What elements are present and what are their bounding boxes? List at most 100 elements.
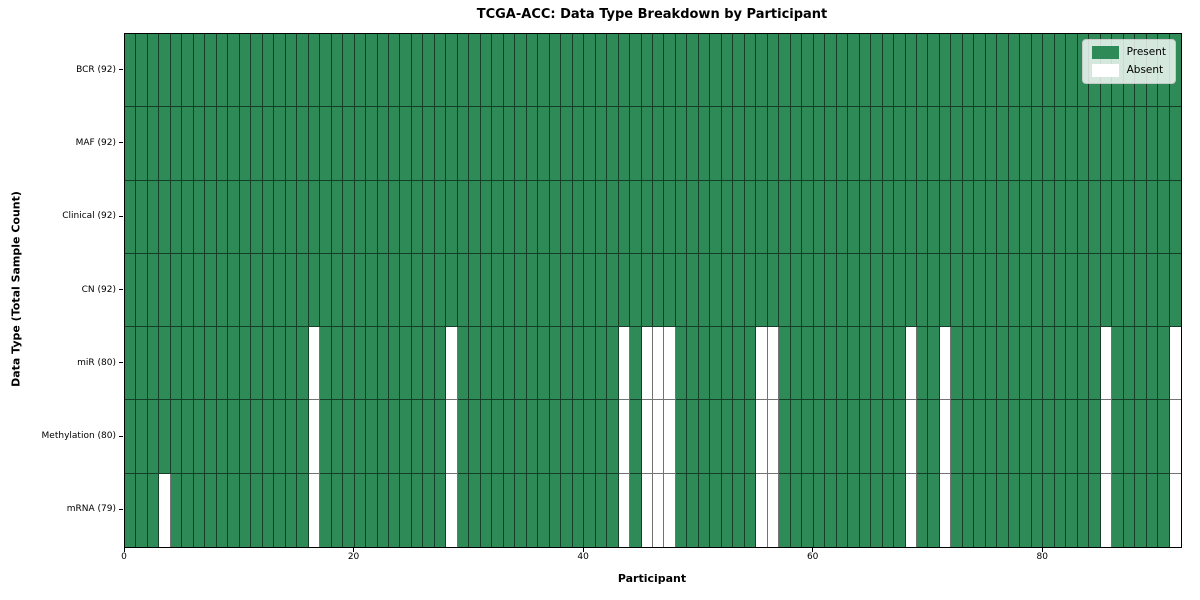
heatmap-cell	[607, 473, 619, 547]
heatmap-cell	[515, 180, 527, 254]
heatmap-cell	[882, 107, 895, 181]
heatmap-cell	[882, 400, 895, 474]
heatmap-cell	[871, 253, 883, 328]
heatmap-cell	[216, 253, 229, 328]
heatmap-cell	[572, 400, 585, 474]
heatmap-cell	[147, 327, 160, 401]
heatmap-cell	[733, 327, 745, 401]
heatmap-cell	[962, 180, 975, 254]
heatmap-cell	[653, 400, 665, 474]
heatmap-cell	[503, 473, 516, 547]
heatmap-cell	[170, 473, 183, 547]
heatmap-cell	[125, 34, 137, 108]
heatmap-cell	[630, 400, 642, 474]
heatmap-cell	[343, 107, 355, 181]
heatmap-cell	[928, 473, 940, 547]
heatmap-cell	[549, 34, 562, 108]
legend: Present Absent	[1081, 39, 1176, 84]
heatmap-cell	[721, 107, 734, 181]
heatmap-cell	[182, 327, 194, 401]
heatmap-cell	[549, 180, 562, 254]
heatmap-cell	[1169, 327, 1181, 401]
heatmap-cell	[526, 34, 539, 108]
heatmap-cell	[917, 327, 929, 401]
heatmap-cell	[618, 180, 631, 254]
heatmap-cell	[320, 180, 332, 254]
heatmap-cell	[1123, 107, 1136, 181]
heatmap-cell	[1054, 327, 1067, 401]
heatmap-cell	[446, 473, 458, 547]
heatmap-cell	[687, 327, 699, 401]
heatmap-cell	[985, 400, 998, 474]
heatmap-cell	[366, 180, 378, 254]
heatmap-cell	[147, 473, 160, 547]
heatmap-cell	[1169, 107, 1181, 181]
y-tick-mark	[119, 215, 123, 217]
heatmap-cell	[331, 400, 344, 474]
heatmap-cell	[561, 473, 573, 547]
heatmap-cell	[905, 473, 917, 547]
heatmap-cell	[205, 34, 217, 108]
heatmap-cell	[653, 180, 665, 254]
heatmap-cell	[503, 327, 516, 401]
heatmap-cell	[1169, 180, 1181, 254]
heatmap-cell	[1146, 473, 1159, 547]
heatmap-cell	[767, 473, 780, 547]
heatmap-cell	[882, 34, 895, 108]
heatmap-cell	[595, 107, 608, 181]
heatmap-cell	[170, 180, 183, 254]
heatmap-cell	[997, 327, 1009, 401]
y-tick-mark	[119, 142, 123, 144]
heatmap-cell	[411, 180, 424, 254]
heatmap-cell	[1020, 180, 1032, 254]
heatmap-cell	[389, 34, 401, 108]
heatmap-cell	[262, 400, 275, 474]
heatmap-cell	[262, 34, 275, 108]
heatmap-cell	[538, 34, 550, 108]
heatmap-cell	[515, 400, 527, 474]
heatmap-cell	[698, 400, 711, 474]
heatmap-cell	[492, 327, 504, 401]
heatmap-cell	[320, 34, 332, 108]
heatmap-cell	[618, 400, 631, 474]
heatmap-cell	[216, 473, 229, 547]
heatmap-cell	[469, 180, 481, 254]
heatmap-cell	[894, 473, 906, 547]
heatmap-cell	[538, 327, 550, 401]
heatmap-cell	[1146, 180, 1159, 254]
heatmap-cell	[147, 253, 160, 328]
heatmap-cell	[767, 253, 780, 328]
heatmap-cell	[790, 327, 803, 401]
heatmap-cell	[1158, 473, 1170, 547]
heatmap-cell	[251, 107, 263, 181]
heatmap-cell	[389, 253, 401, 328]
heatmap-cell	[354, 327, 367, 401]
heatmap-cell	[939, 327, 952, 401]
heatmap-cell	[136, 400, 148, 474]
heatmap-cell	[331, 473, 344, 547]
heatmap-cell	[125, 107, 137, 181]
heatmap-cell	[848, 107, 860, 181]
heatmap-cell	[411, 400, 424, 474]
heatmap-cell	[125, 400, 137, 474]
heatmap-cell	[744, 253, 757, 328]
heatmap-cell	[136, 107, 148, 181]
heatmap-cell	[377, 107, 389, 181]
heatmap-cell	[997, 107, 1009, 181]
heatmap-cell	[1089, 253, 1101, 328]
heatmap-cell	[1008, 327, 1021, 401]
heatmap-cell	[423, 34, 435, 108]
heatmap-cell	[262, 473, 275, 547]
heatmap-cell	[136, 180, 148, 254]
heatmap-cell	[962, 34, 975, 108]
legend-label: Present	[1126, 46, 1166, 58]
heatmap-cell	[584, 34, 596, 108]
heatmap-cell	[871, 327, 883, 401]
heatmap-cell	[170, 327, 183, 401]
heatmap-cell	[1043, 180, 1055, 254]
heatmap-cell	[389, 107, 401, 181]
heatmap-cell	[343, 473, 355, 547]
heatmap-cell	[308, 473, 321, 547]
heatmap-cell	[411, 34, 424, 108]
heatmap-cell	[664, 180, 676, 254]
